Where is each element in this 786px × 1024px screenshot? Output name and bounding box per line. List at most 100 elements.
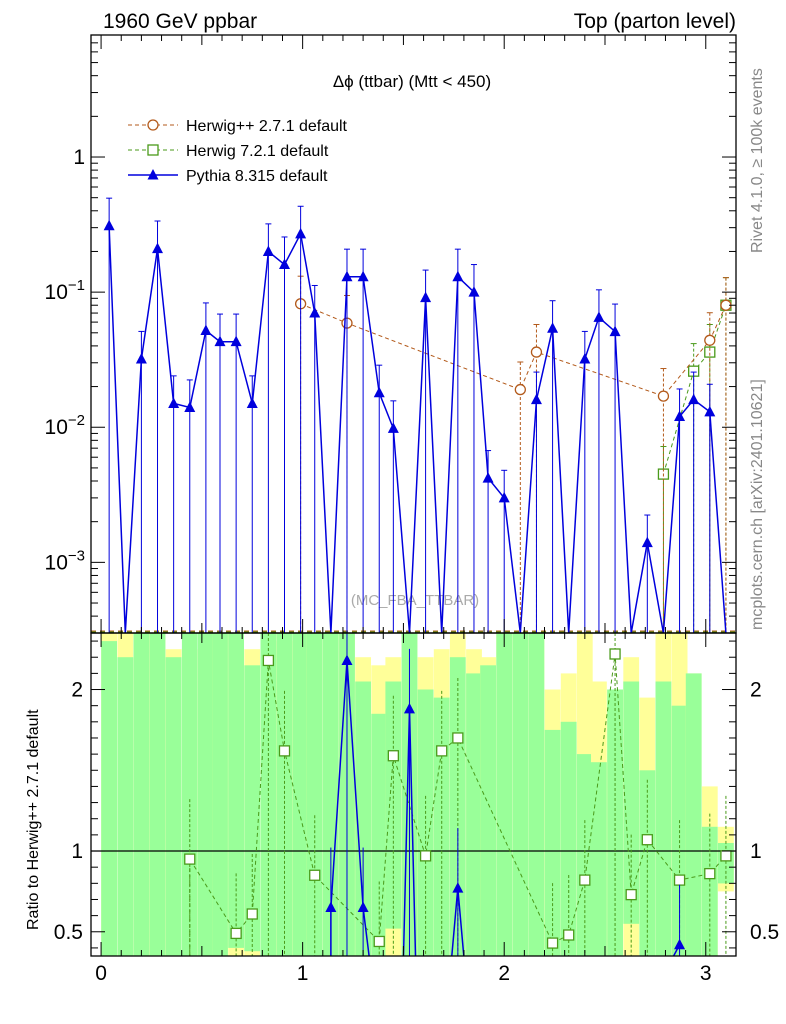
pythia-point	[530, 393, 542, 405]
band-green	[244, 665, 261, 952]
y-tick-label: 10−1	[45, 277, 85, 304]
x-tick-label: 0	[95, 962, 107, 985]
pythia-ratio-point	[325, 901, 337, 913]
ratio-y-tick-label: 2	[71, 679, 83, 702]
pythia-point	[135, 352, 147, 364]
band-green	[149, 633, 166, 956]
pythia-point	[452, 270, 464, 282]
side-label-bottom: mcplots.cern.ch [arXiv:2401.10621]	[749, 379, 766, 630]
ratio-y-tick-label: 0.5	[54, 921, 83, 944]
band-green	[198, 633, 214, 956]
pythia-point	[341, 270, 353, 282]
herwig7-ratio-point	[641, 834, 653, 846]
legend: Herwig++ 2.7.1 default Herwig 7.2.1 defau…	[128, 118, 348, 185]
pythia-point	[498, 491, 510, 503]
herwigpp-line	[300, 303, 727, 397]
band-green	[685, 673, 702, 956]
band-green	[212, 633, 228, 956]
band-green	[544, 729, 561, 956]
side-label-top: Rivet 4.1.0, ≥ 100k events	[749, 68, 766, 253]
pythia-point	[373, 386, 385, 398]
pythia-point	[168, 397, 180, 408]
band-green	[117, 657, 134, 956]
pythia-ratio-point	[403, 702, 415, 714]
pythia-point	[295, 227, 307, 239]
band-green	[607, 689, 623, 956]
herwig7-ratio-point	[563, 929, 575, 941]
herwig7-ratio-point	[546, 937, 559, 949]
axis-ticks: 1 10−1 10−2 10−3 0 1 2 3 0.5 0.5 1 1 2 2	[45, 34, 779, 985]
herwig7-ratio-point	[720, 850, 732, 862]
pythia-point	[579, 352, 591, 364]
herwig7-ratio-point	[246, 908, 258, 920]
pythia-ratio-point	[452, 882, 464, 893]
band-green	[449, 657, 466, 956]
pythia-ratio-point	[674, 938, 686, 950]
pythia-point	[420, 291, 432, 303]
watermark: (MC_FBA_TTBAR)	[351, 592, 479, 609]
y-tick-label: 10−3	[45, 547, 85, 574]
ratio-y-tick-label-right: 1	[750, 840, 762, 863]
herwig7-ratio-point	[436, 745, 448, 757]
band-green	[528, 633, 545, 956]
pythia-point	[214, 335, 226, 347]
ratio-series	[184, 633, 732, 957]
y-tick-label: 1	[73, 146, 85, 169]
x-tick-label: 3	[700, 962, 712, 985]
ratio-y-tick-label-right: 2	[750, 679, 762, 702]
herwig7-line	[662, 305, 727, 475]
band-green	[655, 681, 672, 956]
herwig7-ratio-point	[452, 732, 464, 744]
pythia-point	[609, 325, 621, 337]
x-tick-label: 1	[297, 962, 309, 985]
herwig7-ratio-point	[262, 654, 275, 667]
pythia-point	[184, 401, 196, 412]
y-tick-label: 10−2	[45, 412, 85, 439]
pythia-line	[108, 225, 727, 634]
herwig7-ratio-point	[278, 745, 291, 757]
pythia-point	[387, 422, 399, 433]
band-green	[480, 665, 496, 956]
herwig7-ratio-point	[184, 853, 196, 865]
legend-label-pythia: Pythia 8.315 default	[186, 168, 328, 185]
herwig7-ratio-line	[189, 653, 727, 956]
ratio-frame	[90, 632, 737, 957]
legend-marker-herwigpp	[147, 119, 159, 131]
band-green	[576, 754, 593, 956]
pythia-point	[593, 311, 605, 322]
ratio-ylabel: Ratio to Herwig++ 2.7.1 default	[25, 709, 42, 930]
legend-label-herwig7: Herwig 7.2.1 default	[186, 143, 329, 160]
band-green	[133, 633, 150, 956]
ratio-y-tick-label: 1	[71, 840, 83, 863]
pythia-point	[688, 393, 700, 405]
band-green	[512, 633, 529, 956]
pythia-point	[468, 286, 480, 297]
pythia-point	[357, 270, 369, 282]
legend-marker-pythia	[147, 169, 159, 180]
plot-title: Δϕ (ttbar) (Mtt < 450)	[333, 72, 491, 91]
pythia-point	[482, 472, 494, 483]
pythia-point	[547, 322, 559, 333]
header-right-title: Top (parton level)	[574, 10, 736, 33]
band-green	[623, 681, 640, 924]
herwig7-ratio-point	[373, 935, 385, 948]
band-green	[591, 762, 607, 956]
herwig7-point	[704, 346, 716, 358]
band-green	[560, 721, 577, 956]
herwig7-ratio-point	[704, 867, 716, 880]
herwigpp-point	[657, 390, 670, 402]
herwig7-ratio-point	[230, 927, 242, 940]
band-green	[276, 633, 293, 956]
band-green	[639, 770, 656, 956]
ratio-bands	[91, 633, 736, 957]
plot-frames	[90, 34, 737, 957]
pythia-point	[641, 536, 653, 548]
header-left-title: 1960 GeV ppbar	[103, 10, 257, 33]
pythia-point	[152, 242, 164, 254]
herwig7-ratio-point	[609, 648, 621, 660]
herwigpp-point	[530, 346, 543, 358]
pythia-point	[309, 307, 321, 318]
herwig7-ratio-point	[309, 869, 321, 881]
pythia-point	[279, 258, 290, 270]
herwig7-ratio-point	[625, 888, 637, 901]
